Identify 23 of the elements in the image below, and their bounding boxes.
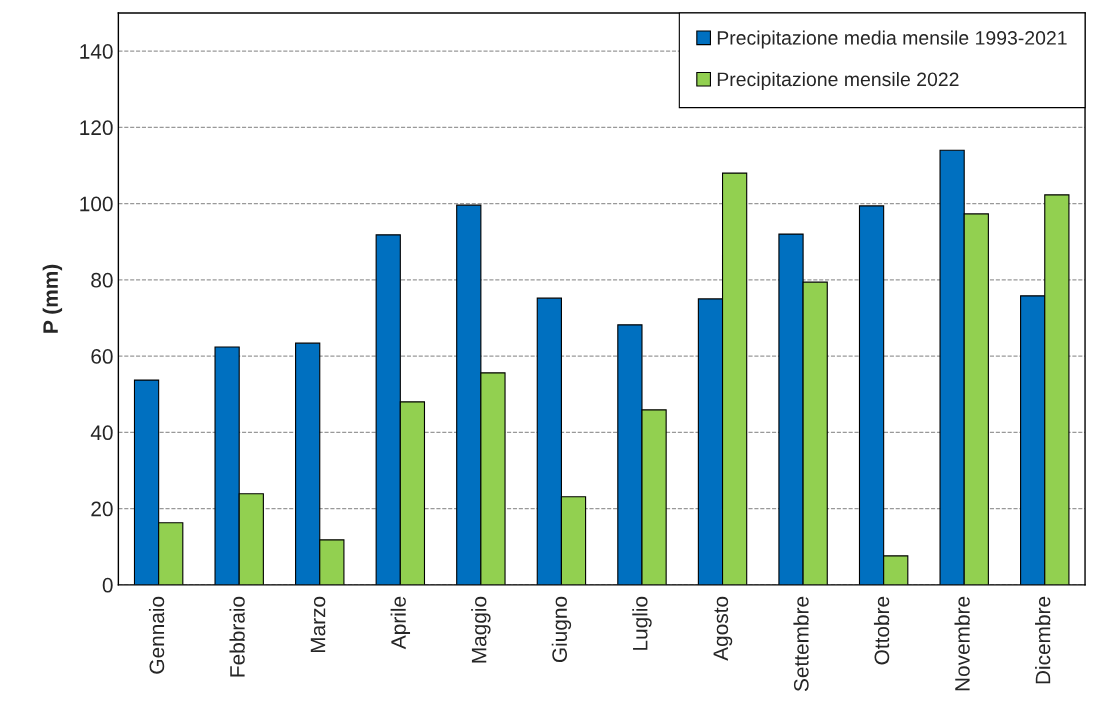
legend-label: Precipitazione media mensile 1993-2021 xyxy=(717,30,1067,49)
x-tick-label: Dicembre xyxy=(1035,596,1051,684)
y-tick-label: 0 xyxy=(102,577,113,593)
x-tick-label: Marzo xyxy=(310,596,326,653)
y-tick-label: 80 xyxy=(91,272,113,288)
x-tick-label: Ottobre xyxy=(873,596,890,665)
legend-label: Precipitazione mensile 2022 xyxy=(717,71,959,91)
x-tick-label: Settembre xyxy=(793,596,809,692)
y-tick-label: 40 xyxy=(90,425,113,441)
x-tick-label: Maggio xyxy=(471,596,491,663)
y-tick-label: 20 xyxy=(91,501,113,517)
x-tick-label: Luglio xyxy=(632,596,652,650)
y-axis-title: P (mm) xyxy=(42,264,63,333)
x-tick-label: Febbraio xyxy=(229,596,245,677)
y-tick-label: 140 xyxy=(80,44,113,59)
x-tick-label: Agosto xyxy=(713,596,733,661)
x-tick-label: Giugno xyxy=(551,596,572,663)
y-tick-label: 120 xyxy=(80,120,113,136)
x-tick-label: Novembre xyxy=(954,596,970,691)
y-tick-label: 100 xyxy=(80,196,113,212)
x-tick-label: Aprile xyxy=(390,596,411,650)
y-tick-label: 60 xyxy=(91,349,113,364)
x-tick-label: Gennaio xyxy=(148,596,165,674)
